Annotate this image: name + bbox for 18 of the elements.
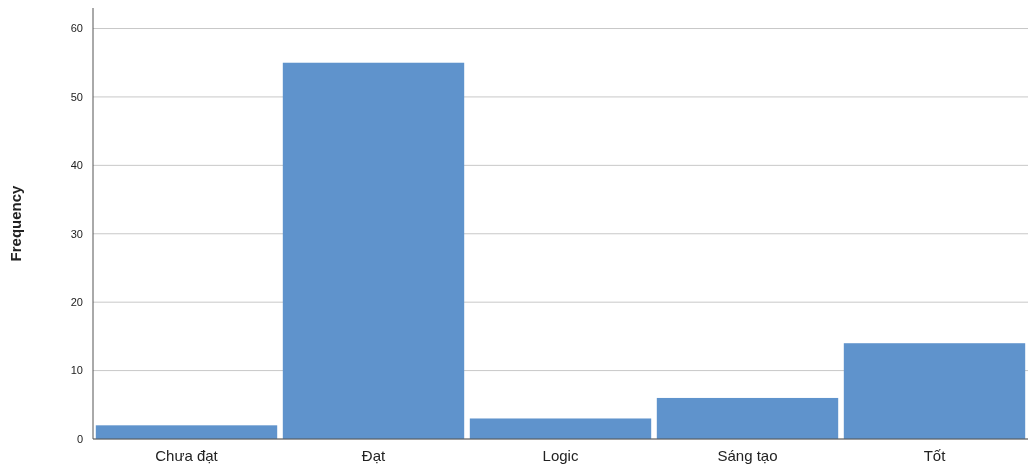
x-tick-label: Tốt (923, 447, 947, 464)
y-tick-label: 30 (70, 227, 83, 240)
x-tick-label: Sáng tạo (717, 447, 778, 464)
x-tick-label: Logic (542, 447, 579, 464)
y-tick-label: 60 (70, 22, 83, 35)
bar (843, 343, 1026, 439)
bar (282, 62, 465, 439)
x-tick-label: Chưa đạt (155, 447, 219, 464)
y-tick-label: 20 (70, 296, 83, 309)
y-tick-label: 50 (70, 90, 83, 103)
y-tick-label: 40 (70, 159, 83, 172)
bar (656, 397, 839, 439)
y-tick-label: 10 (70, 364, 83, 377)
y-tick-label: 0 (76, 432, 83, 445)
bar (469, 418, 652, 439)
y-axis-title: Frequency (7, 184, 24, 262)
x-tick-label: Đạt (361, 447, 386, 464)
bar (95, 425, 278, 439)
